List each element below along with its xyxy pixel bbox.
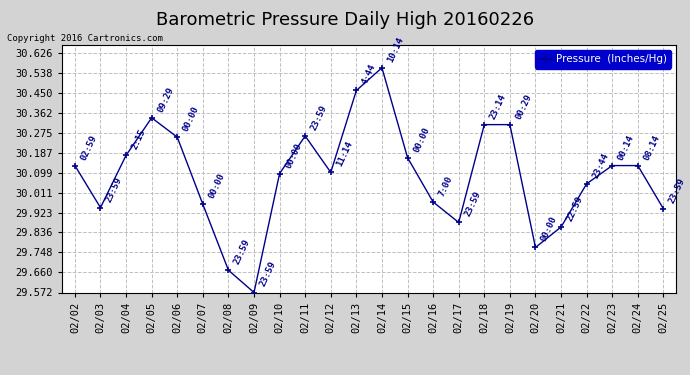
Legend: Pressure  (Inches/Hg): Pressure (Inches/Hg)	[535, 50, 671, 69]
Text: 2:15: 2:15	[130, 128, 148, 151]
Text: 23:44: 23:44	[591, 152, 611, 180]
Text: 08:14: 08:14	[642, 133, 662, 161]
Text: 00:00: 00:00	[207, 172, 226, 200]
Text: 10:14: 10:14	[386, 35, 406, 64]
Text: 23:59: 23:59	[463, 190, 482, 218]
Text: 23:59: 23:59	[105, 176, 124, 204]
Text: 23:59: 23:59	[258, 260, 277, 288]
Text: 23:59: 23:59	[667, 177, 687, 205]
Text: 00:29: 00:29	[514, 92, 533, 120]
Text: 4:44: 4:44	[360, 63, 377, 86]
Text: 23:59: 23:59	[309, 104, 329, 132]
Text: Copyright 2016 Cartronics.com: Copyright 2016 Cartronics.com	[7, 34, 163, 43]
Text: Barometric Pressure Daily High 20160226: Barometric Pressure Daily High 20160226	[156, 11, 534, 29]
Text: 00:00: 00:00	[540, 215, 559, 243]
Text: 09:29: 09:29	[156, 86, 175, 114]
Text: 23:14: 23:14	[489, 92, 508, 120]
Text: 7:00: 7:00	[437, 174, 455, 198]
Text: 02:59: 02:59	[79, 133, 99, 161]
Text: 00:00: 00:00	[284, 141, 304, 170]
Text: 11:14: 11:14	[335, 140, 355, 168]
Text: 23:59: 23:59	[233, 238, 252, 266]
Text: 00:00: 00:00	[412, 125, 431, 153]
Text: 22:59: 22:59	[565, 195, 584, 223]
Text: 00:00: 00:00	[181, 105, 201, 133]
Text: 00:14: 00:14	[616, 133, 636, 161]
